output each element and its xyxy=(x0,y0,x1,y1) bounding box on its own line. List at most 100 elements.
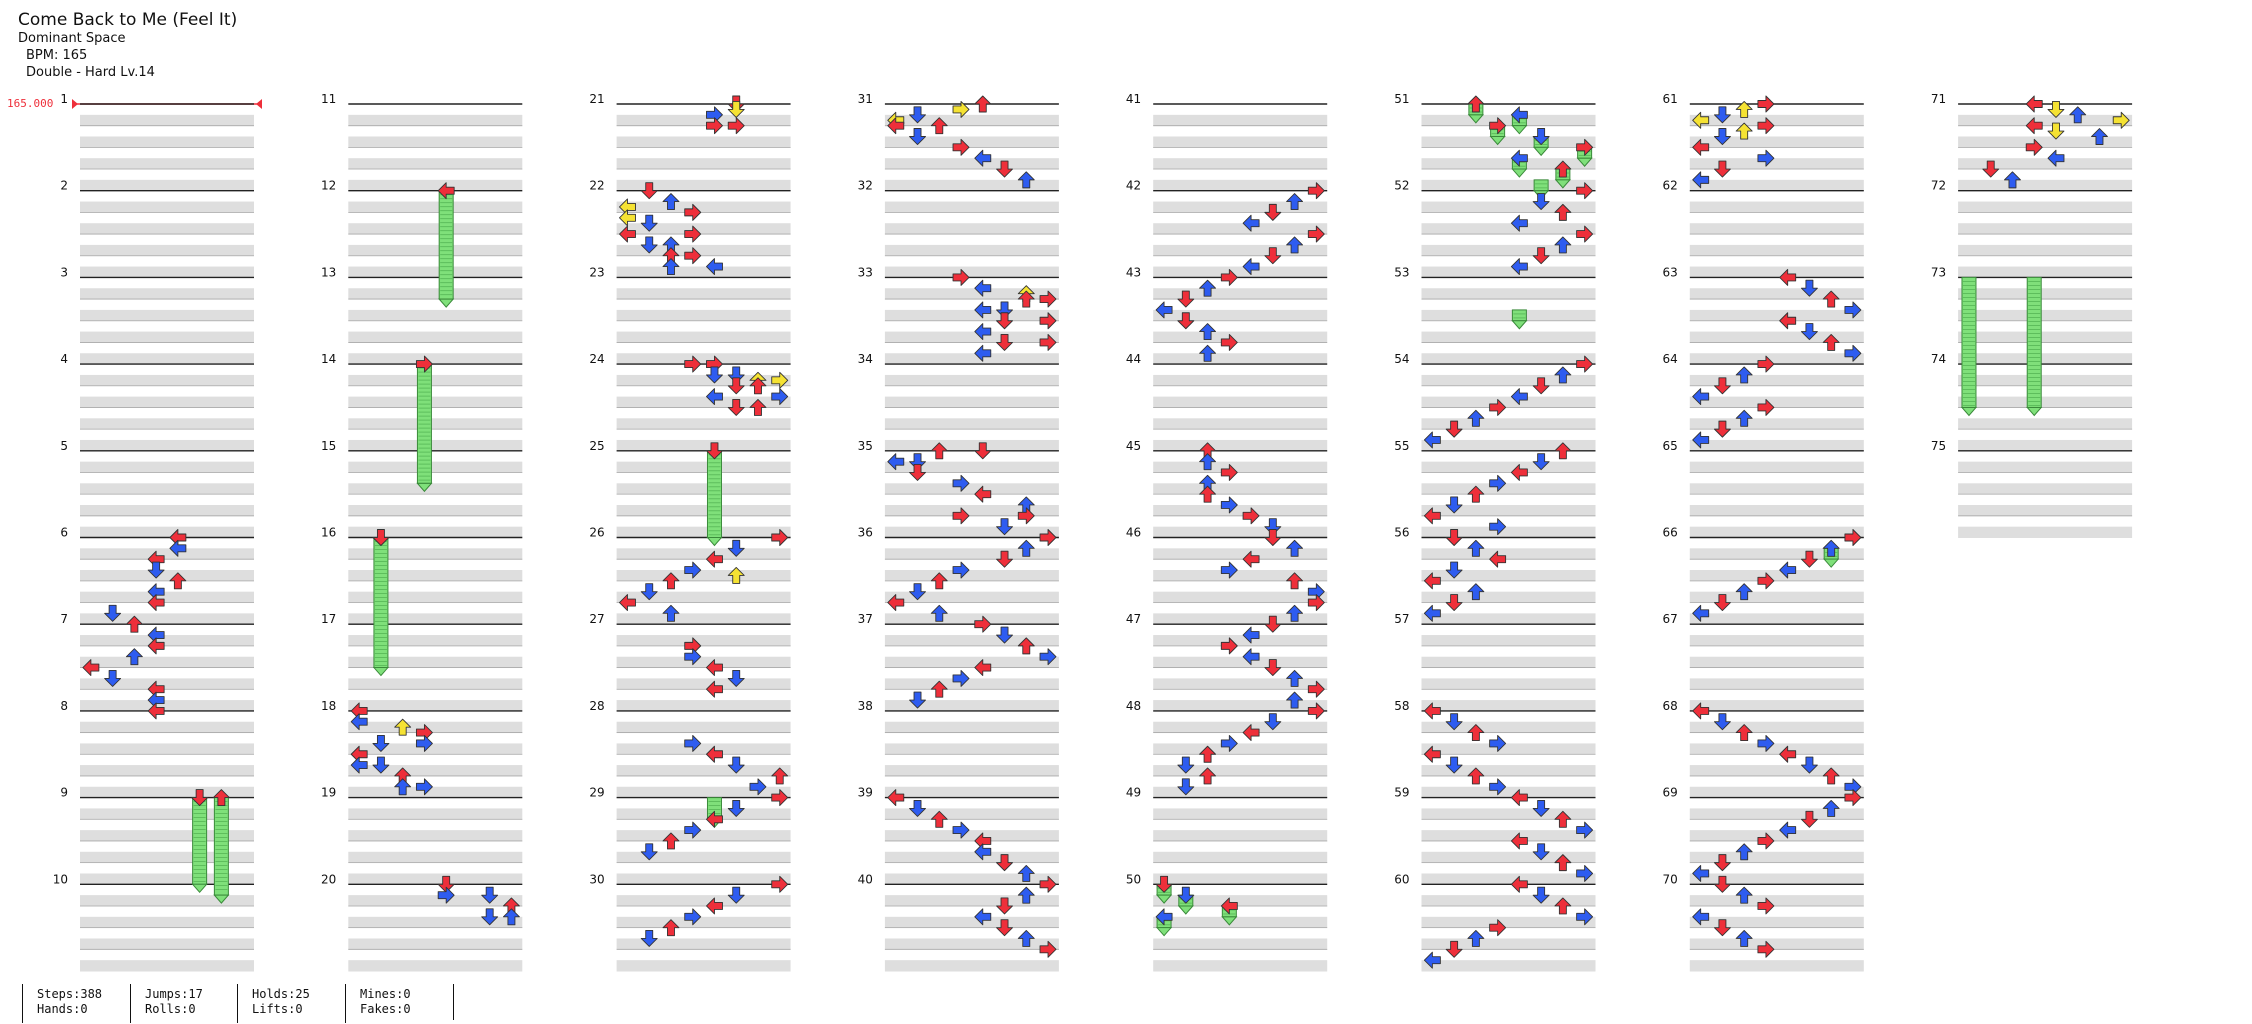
down-arrow-note xyxy=(1445,561,1463,579)
left-arrow-note xyxy=(1155,301,1173,319)
up-arrow-note xyxy=(1554,236,1572,254)
left-arrow-note xyxy=(1510,149,1528,167)
beat-band xyxy=(1689,439,1864,452)
up-arrow-note xyxy=(1286,691,1304,709)
down-arrow-note xyxy=(909,464,926,481)
beat-band xyxy=(1153,526,1328,538)
right-arrow-note xyxy=(1489,117,1507,135)
left-arrow-note xyxy=(1423,572,1441,590)
beat-band xyxy=(1421,656,1596,669)
down-arrow-note xyxy=(640,214,658,232)
right-arrow-note xyxy=(684,203,702,221)
beat-band xyxy=(80,309,254,322)
right-arrow-note xyxy=(771,875,789,893)
down-arrow-note xyxy=(909,799,926,817)
beat-band xyxy=(348,678,523,690)
beat-band xyxy=(1421,244,1596,257)
beat-band xyxy=(1958,526,2133,538)
down-arrow-note xyxy=(996,301,1013,319)
measure-number: 24 xyxy=(589,352,604,366)
left-arrow-note xyxy=(1510,258,1528,276)
left-arrow-note xyxy=(1510,388,1528,406)
down-arrow-note xyxy=(727,100,745,118)
left-arrow-note xyxy=(974,344,992,362)
down-arrow-note xyxy=(1264,615,1282,633)
beat-band xyxy=(1689,700,1864,712)
measure-number: 51 xyxy=(1394,92,1409,106)
right-arrow-note xyxy=(952,268,970,286)
left-arrow-note xyxy=(974,301,992,319)
beat-band xyxy=(1689,136,1864,148)
beat-band xyxy=(80,418,254,430)
measure-19: 19 xyxy=(321,786,523,885)
left-arrow-note xyxy=(1779,312,1797,330)
right-arrow-note xyxy=(771,789,789,807)
beat-band xyxy=(616,873,791,885)
left-arrow-note xyxy=(1489,550,1507,568)
right-arrow-note xyxy=(1489,399,1507,416)
beat-band xyxy=(348,786,523,799)
measure-45: 45 xyxy=(1126,439,1328,538)
beat-band xyxy=(1421,851,1596,864)
right-arrow-note xyxy=(1039,940,1057,958)
up-arrow-note xyxy=(1822,290,1840,308)
left-arrow-note xyxy=(1423,745,1441,763)
stat-fakes: Fakes:0 xyxy=(360,1002,411,1016)
left-arrow-note xyxy=(1423,604,1441,622)
left-arrow-note xyxy=(974,323,992,341)
measure-66: 66 xyxy=(1663,526,1864,625)
measure-number: 73 xyxy=(1931,265,1946,279)
measure-22: 22 xyxy=(589,179,791,278)
down-arrow-note xyxy=(1532,843,1550,861)
beat-band xyxy=(884,678,1059,690)
measure-42: 42 xyxy=(1126,179,1328,278)
beat-band xyxy=(348,179,523,192)
measure-number: 14 xyxy=(321,352,336,366)
measure-number: 26 xyxy=(589,526,604,540)
measure-11: 11 xyxy=(321,92,523,192)
beat-band xyxy=(1958,396,2133,408)
beat-band xyxy=(1421,895,1596,907)
hold-body xyxy=(213,797,229,896)
beat-band xyxy=(1153,353,1328,365)
beat-band xyxy=(348,570,523,582)
up-arrow-note xyxy=(1554,160,1572,178)
down-arrow-note xyxy=(104,669,122,687)
beat-band xyxy=(1421,721,1596,734)
down-arrow-note xyxy=(1177,290,1195,308)
beat-band xyxy=(1153,114,1328,127)
beat-band xyxy=(1958,266,2133,278)
measure-number: 38 xyxy=(858,699,873,713)
measure-number: 10 xyxy=(53,872,68,886)
chart-difficulty: Double - Hard Lv.14 xyxy=(26,65,155,80)
right-arrow-note xyxy=(1489,474,1507,492)
beat-band xyxy=(1689,244,1864,257)
right-arrow-note xyxy=(415,734,433,752)
beat-band xyxy=(348,223,523,235)
measure-20: 20 xyxy=(321,872,523,972)
beat-band xyxy=(348,700,523,712)
left-arrow-note xyxy=(1779,268,1797,286)
up-arrow-note xyxy=(169,572,187,590)
beat-band xyxy=(80,136,254,148)
measure-number: 17 xyxy=(321,612,336,626)
down-arrow-note xyxy=(996,897,1013,915)
down-arrow-note xyxy=(1713,160,1731,178)
beat-band xyxy=(1153,461,1328,473)
beat-band xyxy=(1421,916,1596,929)
beat-band xyxy=(80,938,254,950)
beat-band xyxy=(1689,656,1864,669)
beat-band xyxy=(348,916,523,929)
beat-band xyxy=(80,635,254,647)
hold-note xyxy=(191,797,208,894)
left-arrow-note xyxy=(1692,604,1710,622)
hold-body xyxy=(2026,276,2042,408)
beat-band xyxy=(884,504,1059,517)
left-arrow-note xyxy=(974,485,992,503)
right-arrow-note xyxy=(1307,182,1325,200)
measure-number: 62 xyxy=(1663,179,1678,193)
measure-number: 30 xyxy=(589,872,604,886)
down-arrow-note xyxy=(706,442,723,460)
down-arrow-note xyxy=(727,399,745,416)
left-arrow-note xyxy=(1510,214,1528,232)
